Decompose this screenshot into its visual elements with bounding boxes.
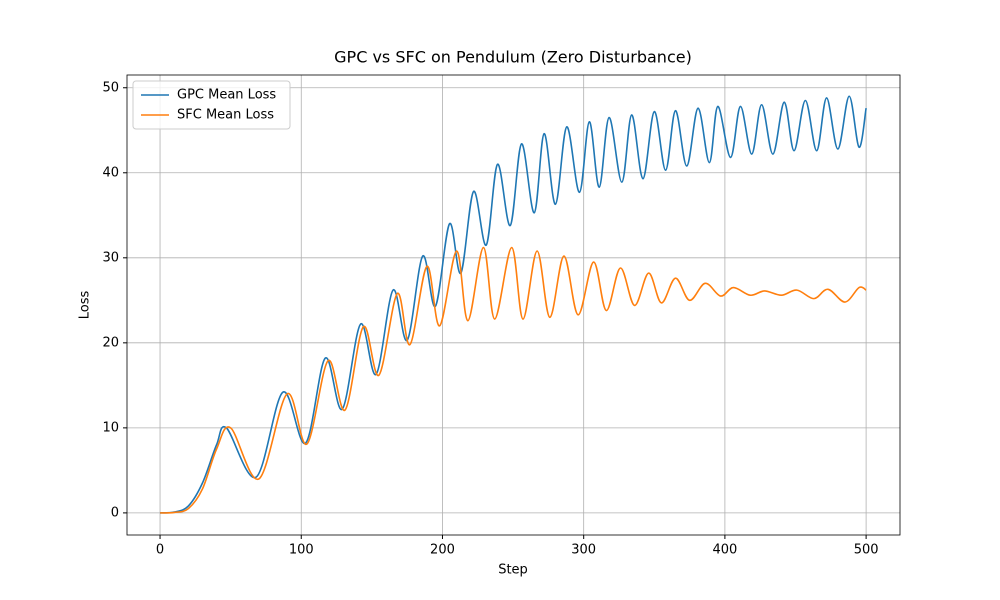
x-tick-label: 400 bbox=[712, 543, 737, 558]
legend: GPC Mean Loss SFC Mean Loss bbox=[132, 80, 291, 130]
x-tick-label: 100 bbox=[289, 543, 314, 558]
x-tick-label: 0 bbox=[156, 543, 164, 558]
y-tick-label: 10 bbox=[102, 420, 119, 435]
x-tick-label: 500 bbox=[854, 543, 879, 558]
y-tick-label: 20 bbox=[102, 335, 119, 350]
x-tick-label: 300 bbox=[571, 543, 596, 558]
y-tick-label: 30 bbox=[102, 250, 119, 265]
legend-label: GPC Mean Loss bbox=[177, 88, 276, 103]
y-tick-label: 0 bbox=[111, 505, 119, 520]
y-tick-label: 40 bbox=[102, 165, 119, 180]
plot-frame bbox=[126, 74, 901, 536]
x-tick-label: 200 bbox=[430, 543, 455, 558]
chart-title: GPC vs SFC on Pendulum (Zero Disturbance… bbox=[334, 48, 692, 67]
legend-box bbox=[132, 80, 291, 130]
legend-label: SFC Mean Loss bbox=[177, 108, 274, 123]
y-tick-label: 50 bbox=[102, 80, 119, 95]
y-axis-label: Loss bbox=[78, 291, 93, 320]
x-axis-label: Step bbox=[498, 563, 528, 578]
series-line bbox=[160, 246, 867, 514]
